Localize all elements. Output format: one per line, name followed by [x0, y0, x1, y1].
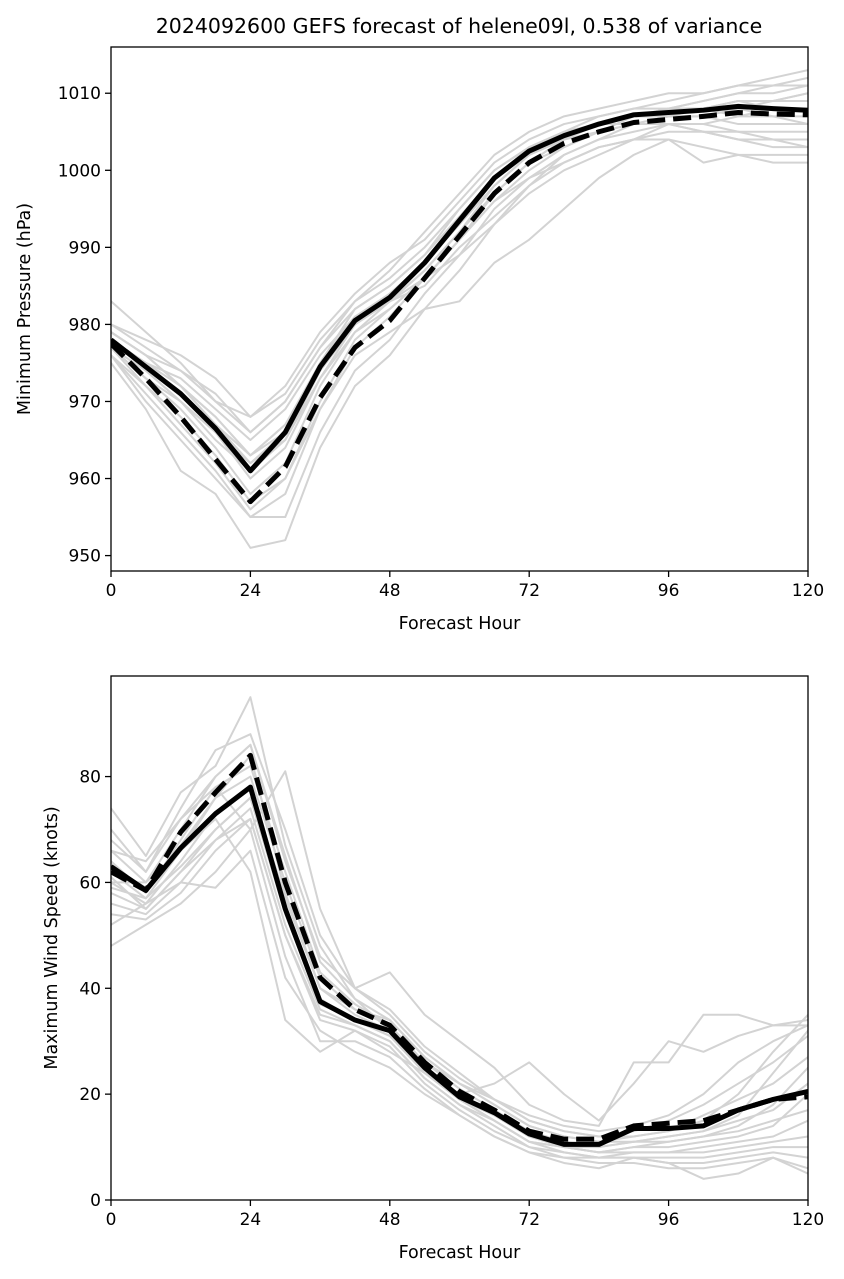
pressure-dashed-line: [111, 110, 808, 505]
pressure-plot-area: [111, 69, 808, 549]
pressure-ensemble-member-13: [111, 130, 808, 472]
pressure-y-tick-label: 970: [69, 392, 101, 412]
pressure-ensemble-member-1: [111, 69, 808, 434]
pressure-y-tick-label: 990: [69, 238, 101, 258]
wind-speed-y-tick-label: 40: [79, 979, 101, 999]
pressure-y-tick-label: 950: [69, 547, 101, 567]
pressure-x-axis-label: Forecast Hour: [399, 614, 522, 634]
wind-speed-x-tick-label: 48: [379, 1210, 401, 1230]
pressure-ensemble-member-12: [111, 123, 808, 418]
wind-speed-y-tick-label: 0: [90, 1191, 101, 1211]
pressure-x-tick-label: 0: [106, 581, 117, 601]
pressure-y-tick-label: 1010: [58, 84, 101, 104]
pressure-x-tick-label: 96: [658, 581, 680, 601]
wind-speed-ensemble-member-17: [111, 817, 808, 1154]
pressure-x-tick-label: 48: [379, 581, 401, 601]
wind-speed-y-axis-label: Maximum Wind Speed (knots): [42, 806, 62, 1069]
wind-speed-y-tick-label: 80: [79, 768, 101, 788]
wind-speed-y-tick-label: 20: [79, 1085, 101, 1105]
wind-speed-x-axis-label: Forecast Hour: [399, 1243, 522, 1263]
wind-speed-ensemble-member-2: [111, 733, 808, 1138]
wind-speed-x-tick-label: 120: [792, 1210, 824, 1230]
pressure-y-tick-label: 980: [69, 315, 101, 335]
pressure-axes-frame: [110, 46, 809, 572]
pressure-y-axis-label: Minimum Pressure (hPa): [15, 203, 35, 415]
wind-speed-ensemble-member-9: [111, 817, 808, 1164]
pressure-solid-line: [111, 103, 808, 474]
pressure-y-tick-label: 960: [69, 470, 101, 490]
pressure-chart: 0 24 48 72 96 120 950 960 970 980 990 1000 1010 Forec…: [15, 46, 824, 634]
wind-speed-x-tick-label: 24: [240, 1210, 262, 1230]
pressure-y-tick-label: 1000: [58, 161, 101, 181]
wind-speed-x-tick-label: 72: [518, 1210, 540, 1230]
wind-speed-ensemble-member-14: [111, 743, 808, 1138]
pressure-ensemble-member-14: [111, 138, 808, 457]
wind-speed-dashed-line: [111, 752, 808, 1142]
wind-speed-axes-frame: [110, 675, 809, 1201]
wind-speed-solid-line: [111, 784, 808, 1147]
wind-speed-chart: 0 24 48 72 96 120 0 20 40 60 80 Forecast Hour Maximu…: [42, 675, 824, 1263]
wind-speed-ensemble-member-11: [111, 849, 808, 1180]
pressure-x-tick-label: 24: [240, 581, 262, 601]
wind-speed-ensemble-member-12: [111, 770, 808, 1127]
wind-speed-x-tick-label: 0: [106, 1210, 117, 1230]
pressure-x-tick-label: 72: [518, 581, 540, 601]
wind-speed-y-tick-label: 60: [79, 873, 101, 893]
wind-speed-plot-area: [111, 696, 808, 1180]
wind-speed-x-tick-label: 96: [658, 1210, 680, 1230]
chart-title: 2024092600 GEFS forecast of helene09l, 0…: [156, 14, 763, 38]
pressure-x-tick-label: 120: [792, 581, 824, 601]
